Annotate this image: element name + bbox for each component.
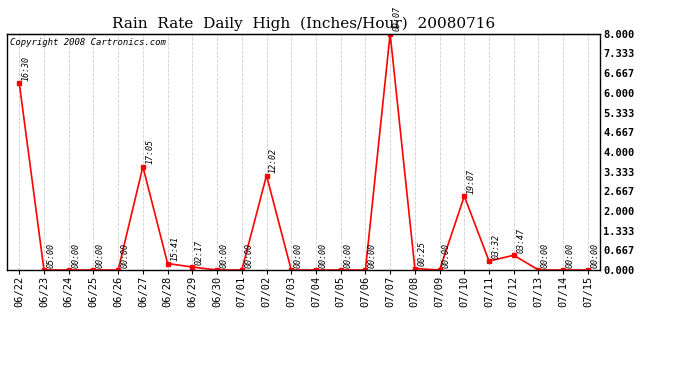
- Text: 00:25: 00:25: [417, 241, 426, 266]
- Title: Rain  Rate  Daily  High  (Inches/Hour)  20080716: Rain Rate Daily High (Inches/Hour) 20080…: [112, 17, 495, 31]
- Text: 12:02: 12:02: [269, 148, 278, 173]
- Text: 16:30: 16:30: [22, 56, 31, 81]
- Text: 00:00: 00:00: [244, 243, 253, 268]
- Text: 00:00: 00:00: [96, 243, 105, 268]
- Text: 00:00: 00:00: [121, 243, 130, 268]
- Text: 00:00: 00:00: [591, 243, 600, 268]
- Text: 09:07: 09:07: [393, 6, 402, 32]
- Text: 00:00: 00:00: [368, 243, 377, 268]
- Text: 02:17: 02:17: [195, 240, 204, 265]
- Text: 17:05: 17:05: [146, 139, 155, 164]
- Text: 00:00: 00:00: [541, 243, 550, 268]
- Text: 00:00: 00:00: [566, 243, 575, 268]
- Text: 05:00: 05:00: [46, 243, 55, 268]
- Text: 00:00: 00:00: [71, 243, 80, 268]
- Text: 00:00: 00:00: [442, 243, 451, 268]
- Text: 00:00: 00:00: [318, 243, 328, 268]
- Text: 15:41: 15:41: [170, 236, 179, 261]
- Text: 00:00: 00:00: [219, 243, 228, 268]
- Text: 03:47: 03:47: [516, 228, 525, 253]
- Text: 03:32: 03:32: [491, 234, 500, 259]
- Text: 00:00: 00:00: [294, 243, 303, 268]
- Text: 00:00: 00:00: [343, 243, 352, 268]
- Text: 19:07: 19:07: [466, 169, 476, 194]
- Text: Copyright 2008 Cartronics.com: Copyright 2008 Cartronics.com: [10, 39, 166, 48]
